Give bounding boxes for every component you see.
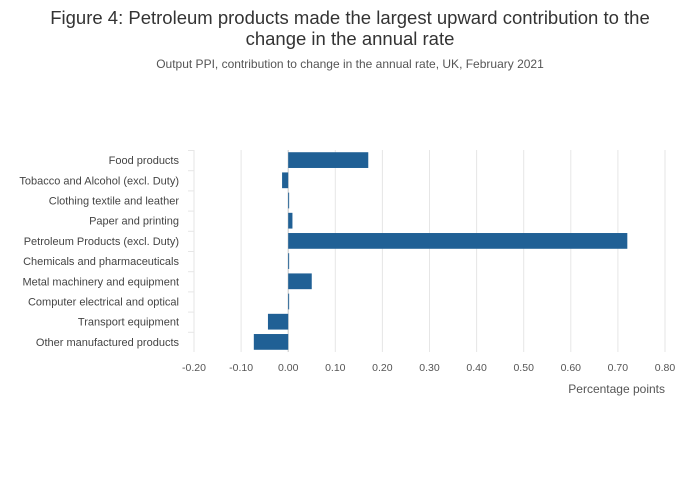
bar-food-products (288, 152, 369, 168)
x-tick-label: 0.70 (608, 362, 629, 374)
category-label: Chemicals and pharmaceuticals (23, 256, 179, 268)
category-label: Transport equipment (78, 317, 179, 329)
chart-title: Figure 4: Petroleum products made the la… (50, 7, 650, 49)
x-axis: -0.20 -0.10 0.00 0.10 0.20 0.30 0.40 0.50 0.60 0.… (182, 362, 675, 374)
x-tick-label: 0.60 (561, 362, 582, 374)
category-labels: Food products Tobacco and Alcohol (excl. … (19, 155, 179, 349)
category-label: Other manufactured products (36, 337, 180, 349)
bar-other-manufactured-products (253, 334, 289, 350)
x-tick-label: 0.10 (325, 362, 346, 374)
x-tick-label: 0.00 (278, 362, 299, 374)
chart-subtitle: Output PPI, contribution to change in th… (156, 57, 544, 71)
bar-metal-machinery-and-equipment (288, 273, 312, 290)
x-tick-label: 0.20 (372, 362, 393, 374)
category-label: Computer electrical and optical (28, 297, 179, 309)
x-tick-label: -0.20 (182, 362, 206, 374)
x-tick-label: 0.40 (466, 362, 487, 374)
x-tick-label: 0.80 (655, 362, 676, 374)
bars (253, 152, 628, 350)
category-label: Metal machinery and equipment (22, 276, 179, 288)
x-tick-label: -0.10 (229, 362, 253, 374)
bar-clothing-textile-and-leather (288, 192, 290, 209)
bar-transport-equipment (267, 313, 289, 330)
category-label: Paper and printing (89, 216, 179, 228)
category-label: Food products (109, 155, 180, 167)
category-label: Petroleum Products (excl. Duty) (24, 236, 179, 248)
x-tick-label: 0.50 (513, 362, 534, 374)
category-label: Clothing textile and leather (49, 196, 180, 208)
x-tick-label: 0.30 (419, 362, 440, 374)
bar-paper-and-printing (288, 212, 293, 229)
gridlines (188, 150, 666, 352)
category-label: Tobacco and Alcohol (excl. Duty) (19, 175, 179, 187)
x-axis-title: Percentage points (568, 382, 665, 396)
bar-petroleum-products-excl-duty (288, 233, 628, 249)
bar-computer-electrical-and-optical (288, 293, 290, 310)
bar-tobacco-and-alcohol-excl-duty (282, 172, 289, 189)
bar-chemicals-and-pharmaceuticals (288, 253, 290, 269)
